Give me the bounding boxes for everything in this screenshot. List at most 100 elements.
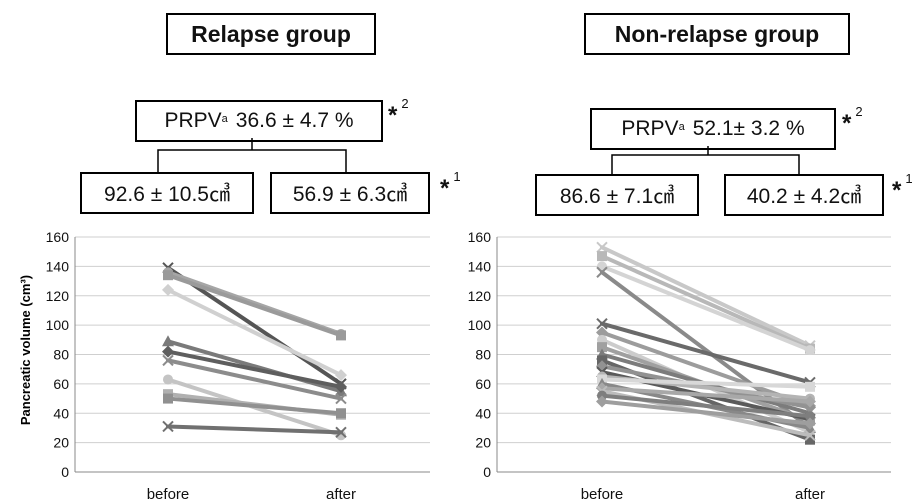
nonrelapse-prpv-mark-sup: 2 <box>855 104 863 119</box>
y-tick-label: 80 <box>53 347 69 363</box>
data-point <box>805 345 815 356</box>
data-point <box>805 434 815 445</box>
relapse-before-box: 92.6 ± 10.5㎤ <box>80 172 254 214</box>
relapse-title-text: Relapse group <box>191 20 351 47</box>
relapse-prpv-mark-star: * <box>388 102 398 129</box>
relapse-prpv-box: PRPV a 36.6 ± 4.7 % <box>135 100 383 142</box>
data-point <box>335 426 347 439</box>
y-tick-label: 120 <box>468 288 492 304</box>
nonrelapse-after-box: 40.2 ± 4.2㎤ <box>724 174 884 216</box>
nonrelapse-prpv-mark: * 2 <box>842 104 863 138</box>
series-line <box>166 349 343 389</box>
relapse-stat-mark: * 1 <box>440 169 461 203</box>
relapse-bracket <box>157 138 347 172</box>
data-point <box>805 381 815 392</box>
data-point <box>335 369 347 382</box>
x-tick-label: before <box>147 486 190 503</box>
series-line <box>600 386 812 404</box>
data-point <box>597 342 607 353</box>
data-point <box>163 270 173 281</box>
data-point <box>597 251 607 262</box>
y-tick-label: 40 <box>475 405 491 421</box>
data-point <box>336 330 346 341</box>
nonrelapse-before-box: 86.6 ± 7.1㎤ <box>535 174 699 216</box>
nonrelapse-prpv-value: 52.1± 3.2 % <box>692 117 805 140</box>
y-tick-label: 0 <box>61 464 69 480</box>
y-tick-label: 100 <box>46 317 70 333</box>
data-point <box>805 411 815 422</box>
nonrelapse-prpv-box: PRPV a 52.1± 3.2 % <box>590 108 836 150</box>
relapse-prpv-mark-sup: 2 <box>401 96 409 111</box>
nonrelapse-stat-mark: * 1 <box>892 171 913 205</box>
series-line <box>166 396 343 416</box>
y-tick-label: 20 <box>475 435 491 451</box>
relapse-after-box: 56.9 ± 6.3㎤ <box>270 172 430 214</box>
nonrelapse-after-stat: 40.2 ± 4.2㎤ <box>746 185 862 208</box>
series-line <box>600 399 812 426</box>
series-line <box>166 273 343 338</box>
data-point <box>162 335 174 347</box>
y-tick-label: 140 <box>46 258 70 274</box>
data-point <box>162 283 174 296</box>
data-point <box>804 395 816 408</box>
series-line <box>600 254 812 351</box>
data-point <box>804 429 816 441</box>
x-tick-label: after <box>795 486 825 503</box>
y-tick-label: 160 <box>46 229 70 245</box>
y-tick-label: 0 <box>483 464 491 480</box>
series-line <box>166 358 343 401</box>
series-line <box>600 321 812 385</box>
relapse-title: Relapse group <box>166 13 376 55</box>
y-tick-label: 40 <box>53 405 69 421</box>
data-point <box>804 417 816 430</box>
data-point <box>336 408 346 419</box>
nonrelapse-prpv-sup: a <box>678 121 685 133</box>
nonrelapse-prpv-mark-star: * <box>842 110 852 137</box>
relapse-prpv-sup: a <box>221 113 228 125</box>
y-tick-label: 100 <box>468 317 492 333</box>
data-point <box>335 392 347 405</box>
series-line <box>166 424 343 435</box>
series-line <box>600 245 812 348</box>
nonrelapse-stat-mark-sup: 1 <box>905 171 913 186</box>
nonrelapse-title: Non-relapse group <box>584 13 850 55</box>
relapse-stat-mark-sup: 1 <box>453 169 461 184</box>
relapse-before-stat: 92.6 ± 10.5㎤ <box>104 183 230 206</box>
data-point <box>162 345 174 358</box>
data-point <box>596 395 608 408</box>
nonrelapse-stat-mark-star: * <box>892 177 902 204</box>
nonrelapse-prpv-label: PRPV <box>621 117 679 140</box>
series-line <box>166 287 343 378</box>
y-tick-label: 60 <box>475 376 491 392</box>
data-point <box>596 266 608 278</box>
data-point <box>596 317 608 330</box>
y-axis-label: Pancreatic volume (cm³) <box>18 275 33 425</box>
y-tick-label: 20 <box>53 435 69 451</box>
y-tick-label: 140 <box>468 258 492 274</box>
data-point <box>596 241 608 253</box>
x-tick-label: after <box>326 486 356 503</box>
y-tick-label: 120 <box>46 288 70 304</box>
relapse-stat-mark-star: * <box>440 175 450 202</box>
data-point <box>596 326 608 339</box>
relapse-plot: 0 20 40 60 80 100 120 140 160 before after <box>46 229 430 503</box>
data-point <box>162 354 174 367</box>
nonrelapse-title-text: Non-relapse group <box>614 20 820 47</box>
series-line <box>600 393 812 419</box>
data-point <box>162 420 174 433</box>
data-point <box>163 374 173 385</box>
nonrelapse-before-stat: 86.6 ± 7.1㎤ <box>559 185 675 208</box>
series-line <box>600 264 812 353</box>
relapse-prpv-value: 36.6 ± 4.7 % <box>235 109 354 132</box>
series-line <box>600 377 812 389</box>
bracket-lines <box>157 138 800 174</box>
x-tick-label: before <box>581 486 624 503</box>
data-point <box>335 380 347 393</box>
relapse-prpv-label: PRPV <box>164 109 222 132</box>
relapse-after-stat: 56.9 ± 6.3㎤ <box>292 183 408 206</box>
y-tick-label: 80 <box>475 347 491 363</box>
nonrelapse-plot: 0 20 40 60 80 100 120 140 160 before after <box>468 229 891 503</box>
relapse-prpv-mark: * 2 <box>388 96 409 130</box>
y-tick-label: 160 <box>468 229 492 245</box>
